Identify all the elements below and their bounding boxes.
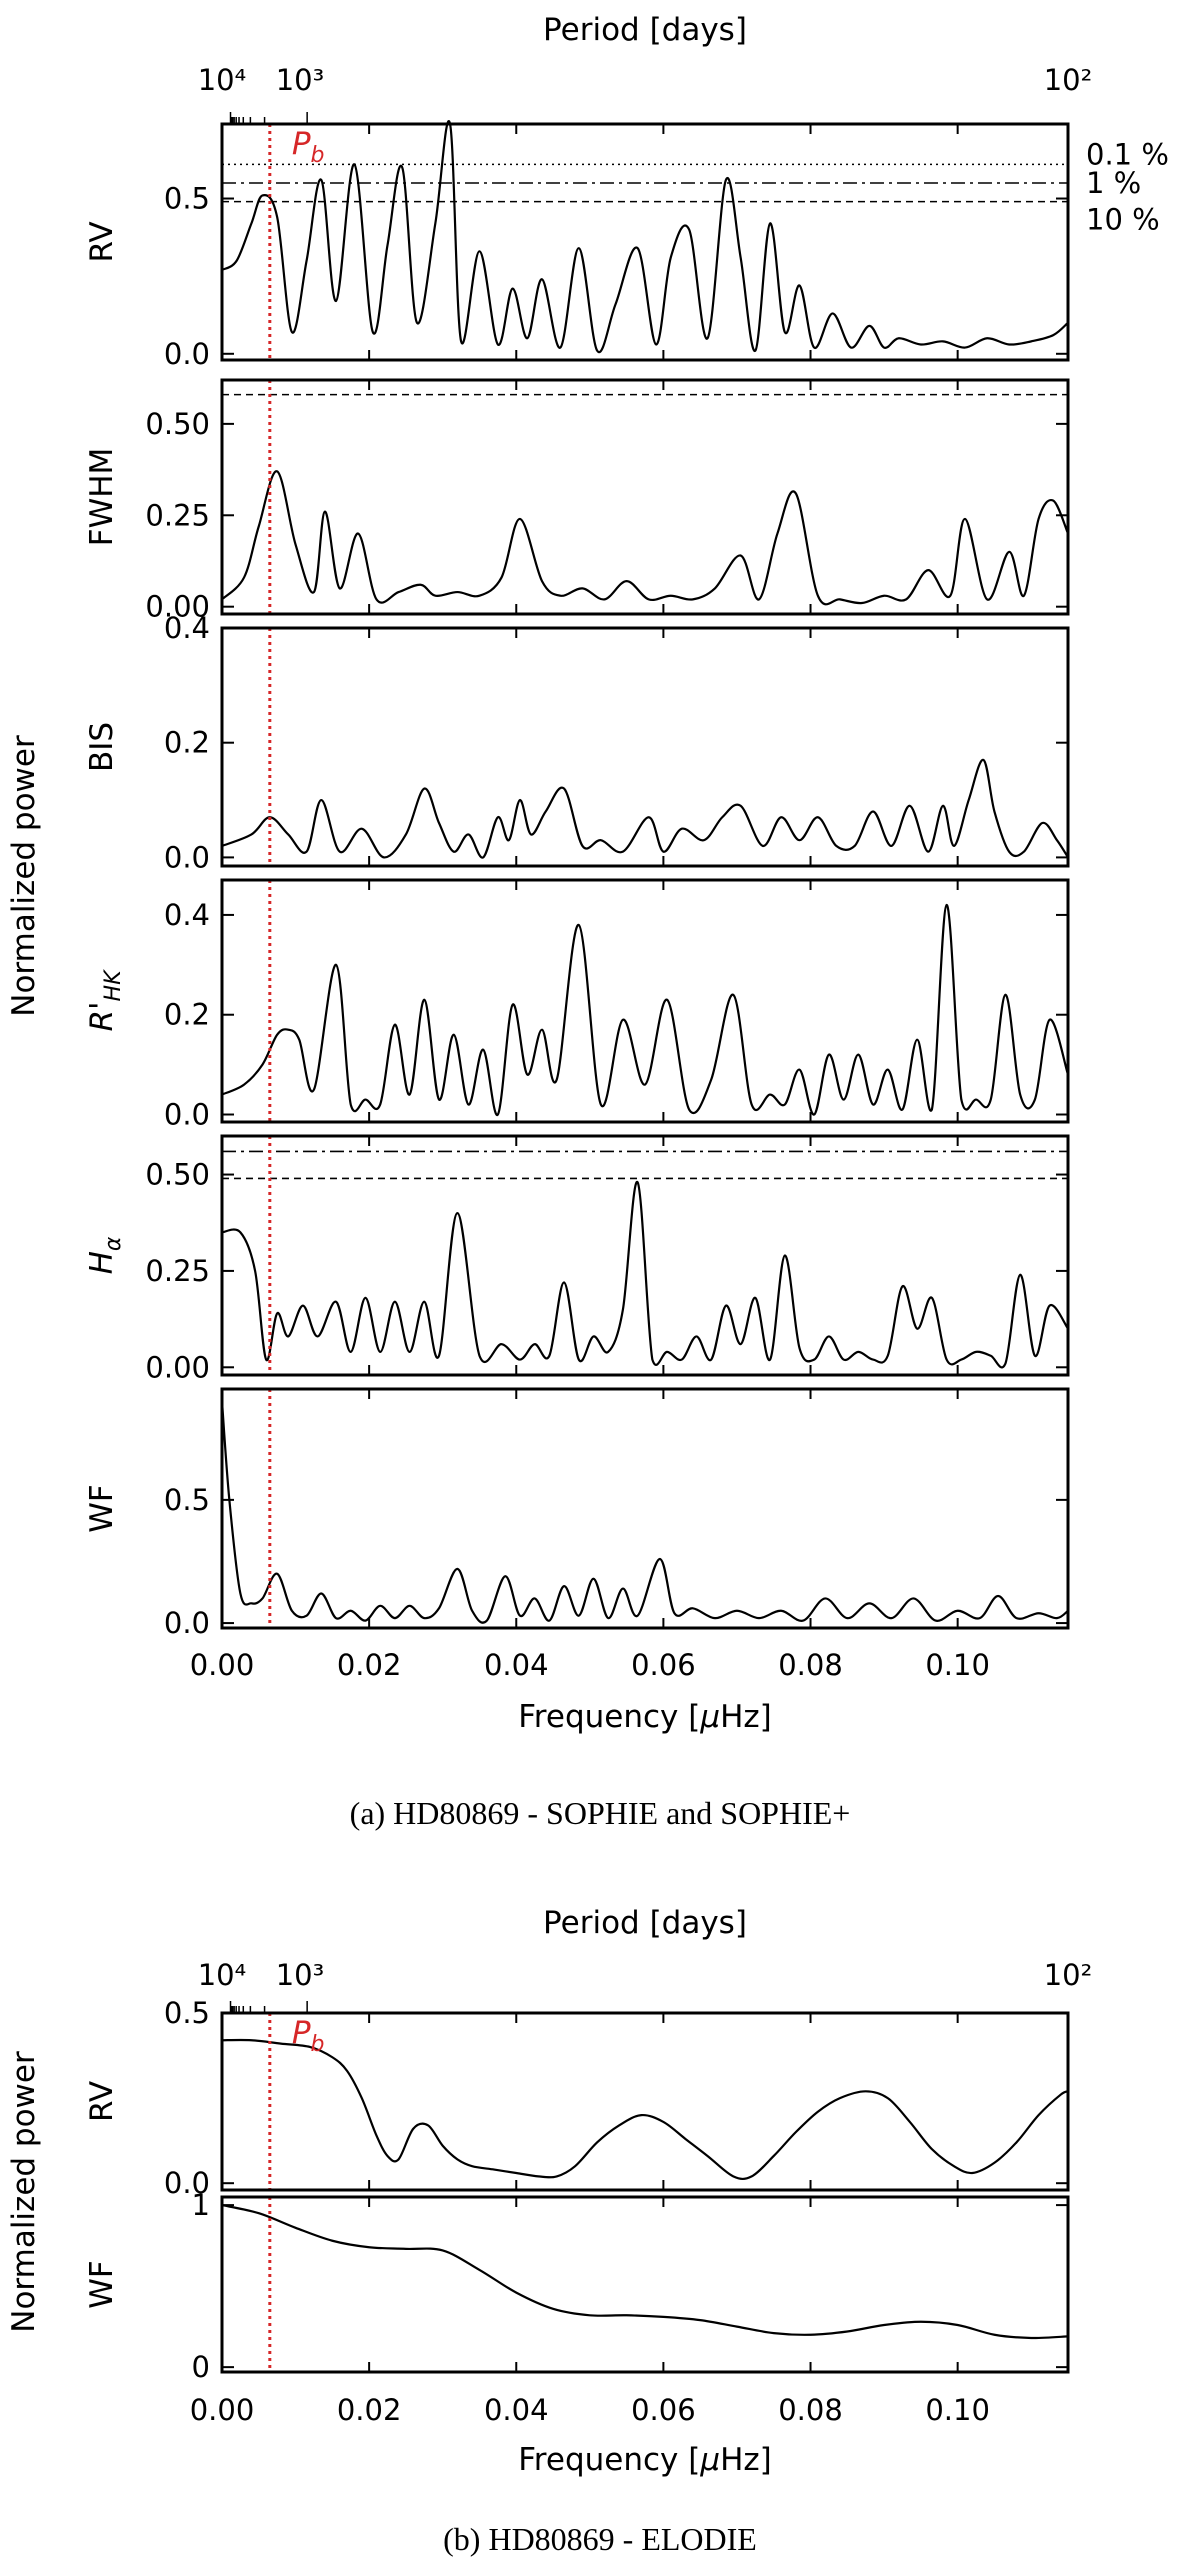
y-tick-label: 0.50 (145, 1158, 210, 1192)
panel-rhk: 0.0 0.2 0.4 R'HK (84, 878, 1070, 1132)
figure-caption: (b) HD80869 - ELODIE (443, 2521, 757, 2557)
y-tick-label: 0.25 (145, 1254, 210, 1288)
x-tick-label: 0.10 (925, 1648, 990, 1682)
y-tick-label: 0.2 (164, 998, 210, 1032)
x-tick-label: 0.10 (925, 2393, 990, 2427)
panel-frame (220, 122, 1070, 362)
x-tick-label: 0.02 (337, 2393, 402, 2427)
period-axis-title: Period [days] (543, 1905, 747, 1941)
x-tick-label: 0.08 (778, 1648, 843, 1682)
panel-h: 0.00 0.25 0.50 Hα (84, 1134, 1070, 1384)
x-tick-label: 0.06 (631, 2393, 696, 2427)
periodogram-line (221, 470, 1070, 606)
panel-label: R'HK (84, 969, 126, 1032)
panel-label: WF (84, 1484, 120, 1532)
y-tick-label: 0.0 (164, 337, 210, 371)
y-tick-label: 0.25 (145, 498, 210, 532)
y-tick-label: 0.4 (164, 611, 210, 645)
panel-fwhm: 0.00 0.25 0.50 FWHM (84, 378, 1070, 624)
figure-caption: (a) HD80869 - SOPHIE and SOPHIE+ (350, 1795, 851, 1831)
panel-wf: 0.0 0.5 WF (84, 1387, 1070, 1640)
panel-bis: 0.0 0.2 0.4 BIS (84, 611, 1070, 874)
panel-label: WF (84, 2260, 120, 2308)
y-tick-label: 1 (192, 2188, 210, 2222)
y-tick-label: 0.0 (164, 840, 210, 874)
period-tick-label: 10² (1044, 1958, 1093, 1992)
x-tick-label: 0.04 (484, 1648, 549, 1682)
panel-rv: 0.0 0.5 RV (84, 1996, 1070, 2200)
period-tick-label: 10² (1044, 63, 1093, 97)
y-tick-label: 0 (192, 2350, 210, 2384)
y-tick-label: 0.5 (164, 1996, 210, 2030)
y-tick-label: 0.0 (164, 1098, 210, 1132)
x-axis-title: Frequency [μHz] (518, 2442, 772, 2478)
x-tick-label: 0.02 (337, 1648, 402, 1682)
y-axis-title: Normalized power (6, 2051, 42, 2333)
y-tick-label: 0.00 (145, 1350, 210, 1384)
planet-period-label: Pb (292, 126, 325, 168)
y-tick-label: 0.5 (164, 182, 210, 216)
y-axis-title: Normalized power (6, 735, 42, 1017)
panel-frame (220, 626, 1070, 868)
panel-label: Hα (84, 1236, 126, 1274)
planet-period-label: Pb (292, 2015, 325, 2057)
panel-frame (220, 378, 1070, 616)
periodogram-line (221, 758, 1069, 859)
period-axis-title: Period [days] (543, 12, 747, 48)
panel-rv: 0.0 0.5 RV (84, 120, 1070, 371)
y-tick-label: 0.0 (164, 1606, 210, 1640)
fap-label: 1 % (1086, 166, 1141, 200)
periodogram-line (221, 903, 1070, 1116)
panel-frame (220, 2195, 1070, 2374)
x-tick-label: 0.08 (778, 2393, 843, 2427)
y-tick-label: 0.00 (145, 590, 210, 624)
panel-frame (220, 878, 1070, 1124)
panel-frame (220, 2011, 1070, 2192)
period-tick-label: 10³ (276, 63, 325, 97)
periodogram-line (221, 1181, 1069, 1369)
y-tick-label: 0.4 (164, 898, 210, 932)
panel-label: FWHM (84, 448, 120, 547)
periodogram-line (221, 2038, 1069, 2181)
periodogram-line (221, 120, 1069, 354)
panel-label: BIS (84, 722, 120, 772)
y-tick-label: 0.0 (164, 2166, 210, 2200)
x-tick-label: 0.04 (484, 2393, 549, 2427)
panel-frame (220, 1134, 1070, 1377)
x-tick-label: 0.06 (631, 1648, 696, 1682)
y-tick-label: 0.2 (164, 726, 210, 760)
y-tick-label: 0.50 (145, 407, 210, 441)
periodogram-line (220, 1401, 1069, 1624)
panel-label: RV (84, 2081, 120, 2122)
x-axis-title: Frequency [μHz] (518, 1699, 772, 1735)
period-tick-label: 10⁴ (198, 63, 247, 97)
figure-a: Period [days] 10⁴ 10³ 10² Normalized power 0.… (6, 12, 1169, 1831)
panel-frame (220, 1387, 1070, 1630)
period-tick-label: 10⁴ (198, 1958, 247, 1992)
fap-label: 0.1 % (1086, 137, 1169, 171)
x-tick-label: 0.00 (190, 2393, 255, 2427)
x-tick-label: 0.00 (190, 1648, 255, 1682)
period-tick-label: 10³ (276, 1958, 325, 1992)
panel-label: RV (84, 221, 120, 262)
fap-label: 10 % (1086, 203, 1160, 237)
figure-b: Period [days] 10⁴ 10³ 10² Normalized power 0.… (6, 1905, 1092, 2557)
y-tick-label: 0.5 (164, 1483, 210, 1517)
panel-wf: 0 1 WF (84, 2188, 1070, 2384)
periodogram-line (221, 2204, 1069, 2340)
